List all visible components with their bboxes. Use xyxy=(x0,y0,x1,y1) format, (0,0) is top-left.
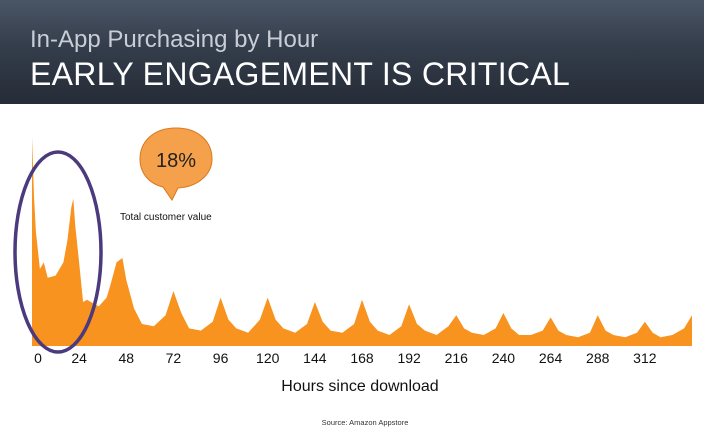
x-tick-label: 264 xyxy=(539,350,563,366)
x-tick-label: 168 xyxy=(350,350,374,366)
callout-bubble-shape xyxy=(139,127,213,201)
slide-subtitle: In-App Purchasing by Hour xyxy=(30,26,319,53)
x-tick-label: 96 xyxy=(213,350,229,366)
purchase-area-series xyxy=(32,137,692,346)
x-tick-label: 216 xyxy=(445,350,469,366)
x-tick-label: 312 xyxy=(633,350,657,366)
x-tick-label: 72 xyxy=(166,350,182,366)
x-tick-label: 24 xyxy=(71,350,87,366)
x-tick-label: 288 xyxy=(586,350,610,366)
early-hours-highlight-ellipse xyxy=(13,150,103,354)
x-tick-label: 0 xyxy=(34,350,42,366)
x-tick-label: 120 xyxy=(256,350,280,366)
slide-header: In-App Purchasing by Hour EARLY ENGAGEME… xyxy=(0,0,704,104)
callout-caption: Total customer value xyxy=(120,212,212,223)
source-note: Source: Amazon Appstore xyxy=(322,418,409,427)
purchases-by-hour-chart: 0 24 48 72 96 120 144 168 192 216 240 264 288 312 Hou… xyxy=(13,127,692,427)
callout-bubble: 18% xyxy=(139,127,213,201)
x-axis-ticks: 0 24 48 72 96 120 144 168 192 216 240 264 288 312 xyxy=(34,350,657,366)
x-tick-label: 192 xyxy=(397,350,421,366)
x-tick-label: 48 xyxy=(118,350,134,366)
x-tick-label: 144 xyxy=(303,350,327,366)
callout-value: 18% xyxy=(156,150,196,172)
slide-title: EARLY ENGAGEMENT IS CRITICAL xyxy=(30,56,571,92)
x-tick-label: 240 xyxy=(492,350,516,366)
x-axis-label: Hours since download xyxy=(281,378,438,395)
